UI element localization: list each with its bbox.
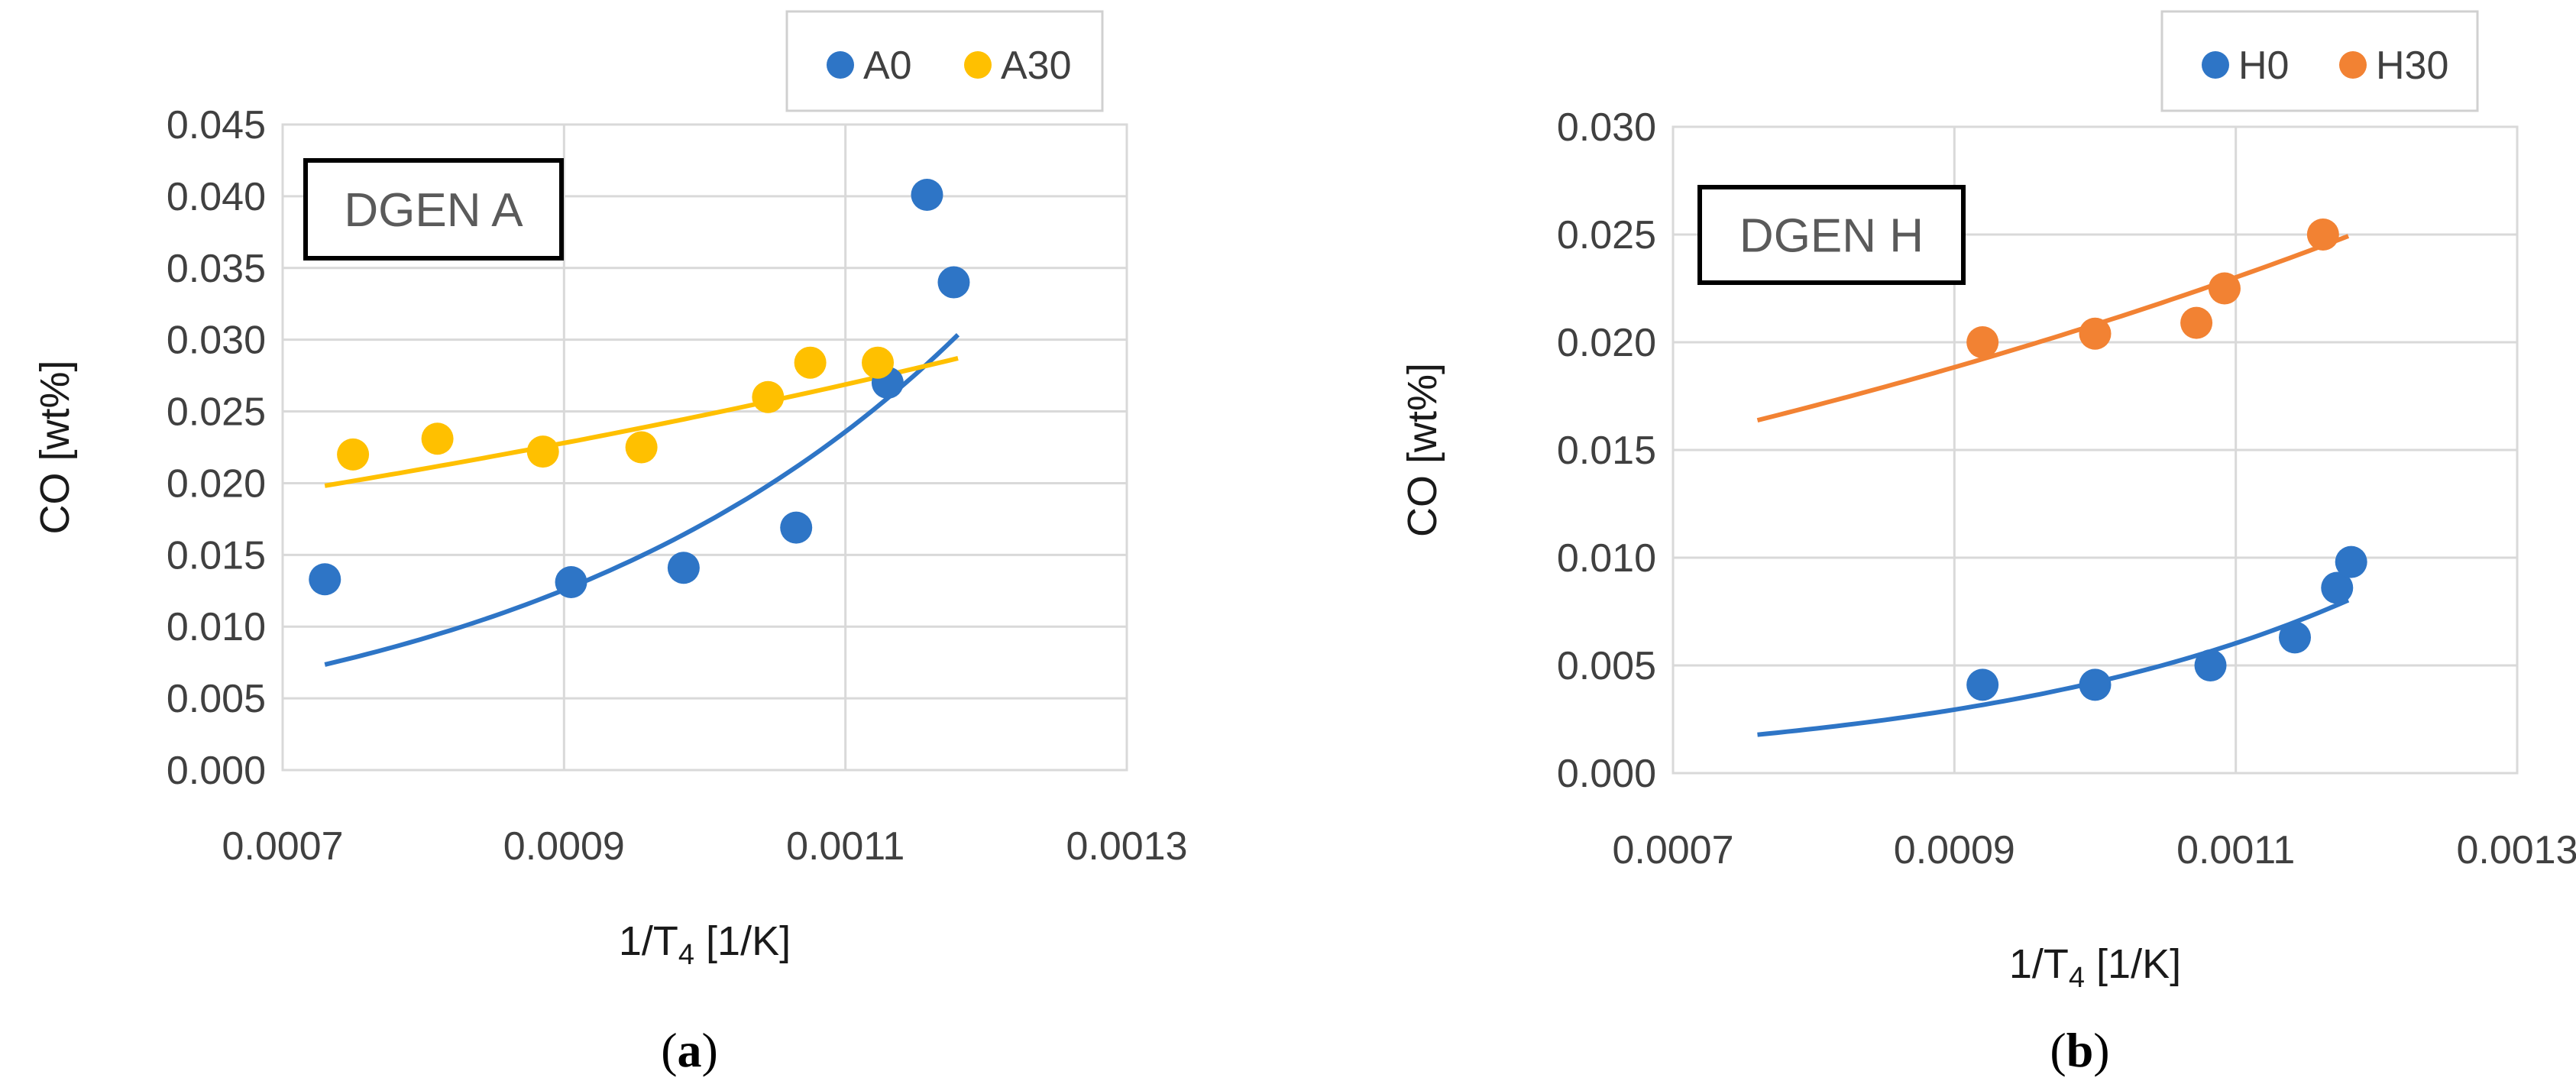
trendline-a0 [324,333,960,667]
data-point-a30 [337,438,370,471]
y-tick-label: 0.005 [1557,644,1656,688]
data-point-a30 [794,346,827,379]
inset-label: DGEN H [1739,210,1924,263]
data-point-h0 [1966,668,1999,701]
y-tick-label: 0.000 [167,749,266,793]
y-tick-label: 0.025 [167,390,266,435]
y-tick-label: 0.015 [1557,429,1656,473]
y-tick-label: 0.020 [167,461,266,506]
x-tick-label: 0.0013 [1066,824,1187,869]
trendline-a30 [324,355,959,488]
y-tick-label: 0.030 [167,319,266,363]
inset-label-box [1697,185,1966,285]
legend-marker-a30 [964,51,992,79]
y-tick-label: 0.020 [1557,321,1656,365]
panel-caption-letter: a [678,1023,702,1077]
legend-label-a0: A0 [863,44,912,88]
legend-label-a30: A30 [1001,44,1072,88]
data-point-a0 [911,179,943,212]
y-tick-label: 0.010 [167,605,266,649]
panel-caption-close: ) [702,1023,718,1077]
data-point-h0 [2279,621,2312,654]
legend-marker-a0 [827,51,854,79]
legend-marker-h0 [2202,51,2229,79]
x-tick-label: 0.0011 [2176,828,2295,872]
legend-label-h0: H0 [2238,44,2289,88]
data-point-a0 [309,563,341,596]
data-point-a0 [780,511,813,544]
data-point-h0 [2194,649,2227,681]
data-point-h30 [2079,317,2112,350]
data-point-h30 [2306,218,2339,251]
y-tick-label: 0.035 [167,247,266,291]
data-point-a0 [555,566,587,599]
panel-caption-close: ) [2093,1023,2109,1077]
y-tick-label: 0.045 [167,103,266,147]
y-tick-label: 0.015 [167,533,266,578]
x-tick-label: 0.0009 [1894,828,2015,872]
chart-panel-b: 0.000 0.005 0.010 0.015 0.020 0.025 0.030 0.000… [1400,10,2576,1077]
y-tick-label: 0.010 [1557,536,1656,581]
data-point-a30 [421,422,454,455]
data-point-h0 [2321,571,2354,604]
panel-caption: (a) [661,1023,718,1077]
inset-label-box [303,158,564,261]
x-tick-label: 0.0007 [222,824,343,869]
data-point-h30 [2180,306,2213,339]
chart-panel-a: 0.000 0.005 0.010 0.015 0.020 0.025 0.030 0.035… [32,10,1188,1077]
x-tick-label: 0.0013 [2456,828,2576,872]
panel-caption-open: ( [2050,1023,2066,1077]
y-tick-label: 0.005 [167,677,266,721]
data-point-h0 [2335,545,2367,578]
data-point-a30 [526,435,559,468]
data-point-a0 [937,266,970,299]
data-point-a30 [752,380,785,413]
inset-label: DGEN A [344,184,523,237]
legend-marker-h30 [2339,51,2367,79]
data-point-a0 [667,552,700,584]
x-tick-label: 0.0009 [503,824,625,869]
data-point-h30 [1966,326,1999,358]
x-tick-label: 0.0007 [1612,828,1733,872]
panel-caption: (b) [2050,1023,2109,1077]
x-axis-title: 1/T4 [1/K] [619,918,791,971]
data-point-a30 [625,431,658,464]
x-axis-title: 1/T4 [1/K] [2009,941,2181,994]
x-axis-title-subscript: 4 [2069,962,2085,994]
panel-caption-open: ( [661,1023,677,1077]
x-axis-title-unit: [1/K] [694,918,791,964]
legend-label-h30: H30 [2376,44,2448,88]
y-tick-label: 0.025 [1557,213,1656,257]
data-point-h30 [2208,272,2241,305]
x-tick-label: 0.0011 [786,824,905,869]
y-tick-label: 0.030 [1557,105,1656,150]
x-axis-title-main: 1/T [619,918,678,964]
data-point-h0 [2079,668,2112,701]
trendline-h0 [1757,597,2350,737]
data-point-a30 [862,346,895,379]
y-tick-label: 0.040 [167,175,266,219]
trendline-h30 [1756,234,2350,423]
x-axis-title-main: 1/T [2009,941,2069,987]
y-tick-label: 0.000 [1557,752,1656,796]
panel-caption-letter: b [2066,1023,2094,1077]
x-axis-title-unit: [1/K] [2085,941,2181,987]
y-axis-title: CO [wt%] [32,360,78,534]
x-axis-title-subscript: 4 [678,939,694,971]
y-axis-title: CO [wt%] [1400,363,1445,537]
